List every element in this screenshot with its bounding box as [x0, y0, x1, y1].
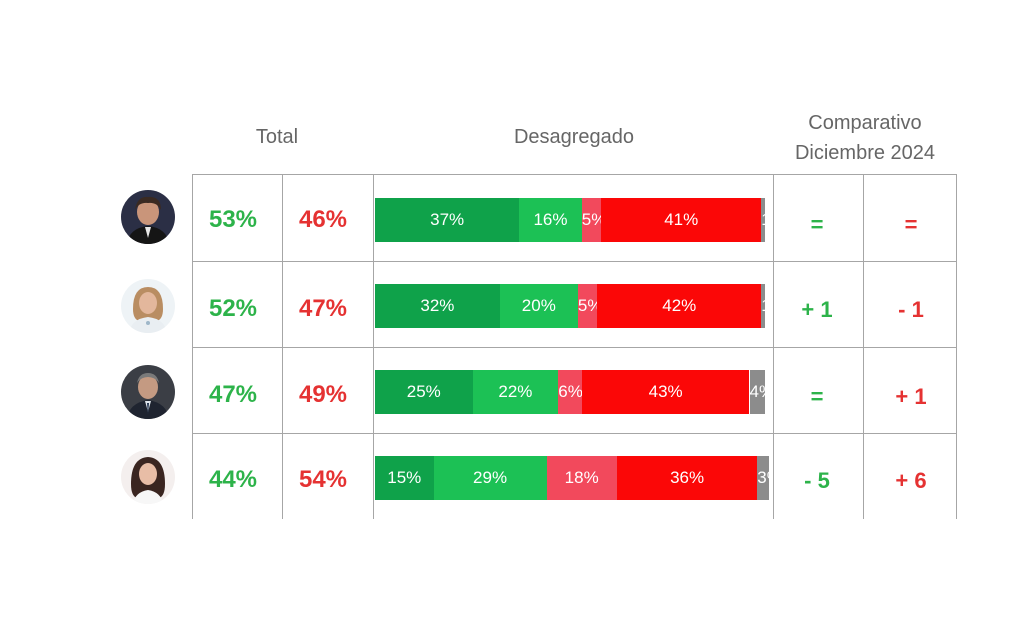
stacked-bar-4: 15%29%18%36%3%	[375, 456, 769, 500]
grid-line-top	[192, 174, 957, 175]
bar-segment-1-4: 41%	[601, 198, 762, 242]
header-comparativo-line-1: Comparativo	[808, 112, 922, 134]
avatar-3	[121, 365, 175, 419]
total-negative-1: 46%	[298, 206, 348, 233]
comparativo-negative-3: + 1	[895, 384, 927, 409]
bar-segment-4-5: 3%	[757, 456, 769, 500]
bar-segment-2-1: 32%	[375, 284, 500, 328]
stacked-bar-1: 37%16%5%41%1%	[375, 198, 769, 242]
grid-line-v-6	[956, 174, 957, 519]
bar-segment-2-3: 5%	[577, 284, 598, 328]
bar-segment-4-2: 29%	[433, 456, 547, 500]
total-negative-3: 49%	[298, 381, 348, 408]
total-negative-2: 47%	[298, 295, 348, 322]
comparativo-positive-3: =	[810, 384, 824, 409]
bar-segment-3-2: 22%	[472, 370, 559, 414]
total-positive-1: 53%	[208, 206, 258, 233]
grid-line-v-1	[192, 174, 193, 519]
stacked-bar-2: 32%20%5%42%1%	[375, 284, 769, 328]
comparativo-negative-2: - 1	[898, 297, 924, 322]
comparativo-positive-2: + 1	[801, 297, 833, 322]
header-total: Total	[255, 126, 299, 148]
comparativo-positive-1: =	[810, 212, 824, 237]
total-positive-3: 47%	[208, 381, 258, 408]
grid-line-v-3	[373, 174, 374, 519]
bar-segment-4-4: 36%	[616, 456, 758, 500]
grid-line-v-4	[773, 174, 774, 519]
grid-line-row-1	[192, 261, 957, 262]
bar-segment-3-1: 25%	[375, 370, 473, 414]
total-positive-2: 52%	[208, 295, 258, 322]
bar-segment-2-5: 1%	[761, 284, 766, 328]
grid-line-v-5	[863, 174, 864, 519]
bar-segment-3-4: 43%	[581, 370, 750, 414]
header-comparativo: Comparativo Diciembre 2024	[774, 108, 956, 168]
bar-segment-1-2: 16%	[519, 198, 582, 242]
bar-segment-3-3: 6%	[558, 370, 582, 414]
bar-segment-2-4: 42%	[597, 284, 762, 328]
bar-segment-1-5: 1%	[761, 198, 766, 242]
comparativo-negative-4: + 6	[895, 468, 927, 493]
comparativo-negative-1: =	[904, 212, 918, 237]
bar-segment-4-3: 18%	[546, 456, 617, 500]
stacked-bar-3: 25%22%6%43%4%	[375, 370, 769, 414]
avatar-1	[121, 190, 175, 244]
total-negative-4: 54%	[298, 466, 348, 493]
bar-segment-4-1: 15%	[375, 456, 434, 500]
avatar-4	[121, 450, 175, 504]
comparativo-positive-4: - 5	[804, 468, 830, 493]
header-desagregado: Desagregado	[513, 126, 635, 148]
bar-segment-2-2: 20%	[499, 284, 578, 328]
bar-segment-1-1: 37%	[375, 198, 520, 242]
grid-line-row-3	[192, 433, 957, 434]
header-comparativo-line-2: Diciembre 2024	[794, 142, 936, 164]
avatar-2	[121, 279, 175, 333]
bar-segment-1-3: 5%	[581, 198, 602, 242]
total-positive-4: 44%	[208, 466, 258, 493]
grid-line-row-2	[192, 347, 957, 348]
grid-line-v-2	[282, 174, 283, 519]
bar-segment-3-5: 4%	[749, 370, 766, 414]
